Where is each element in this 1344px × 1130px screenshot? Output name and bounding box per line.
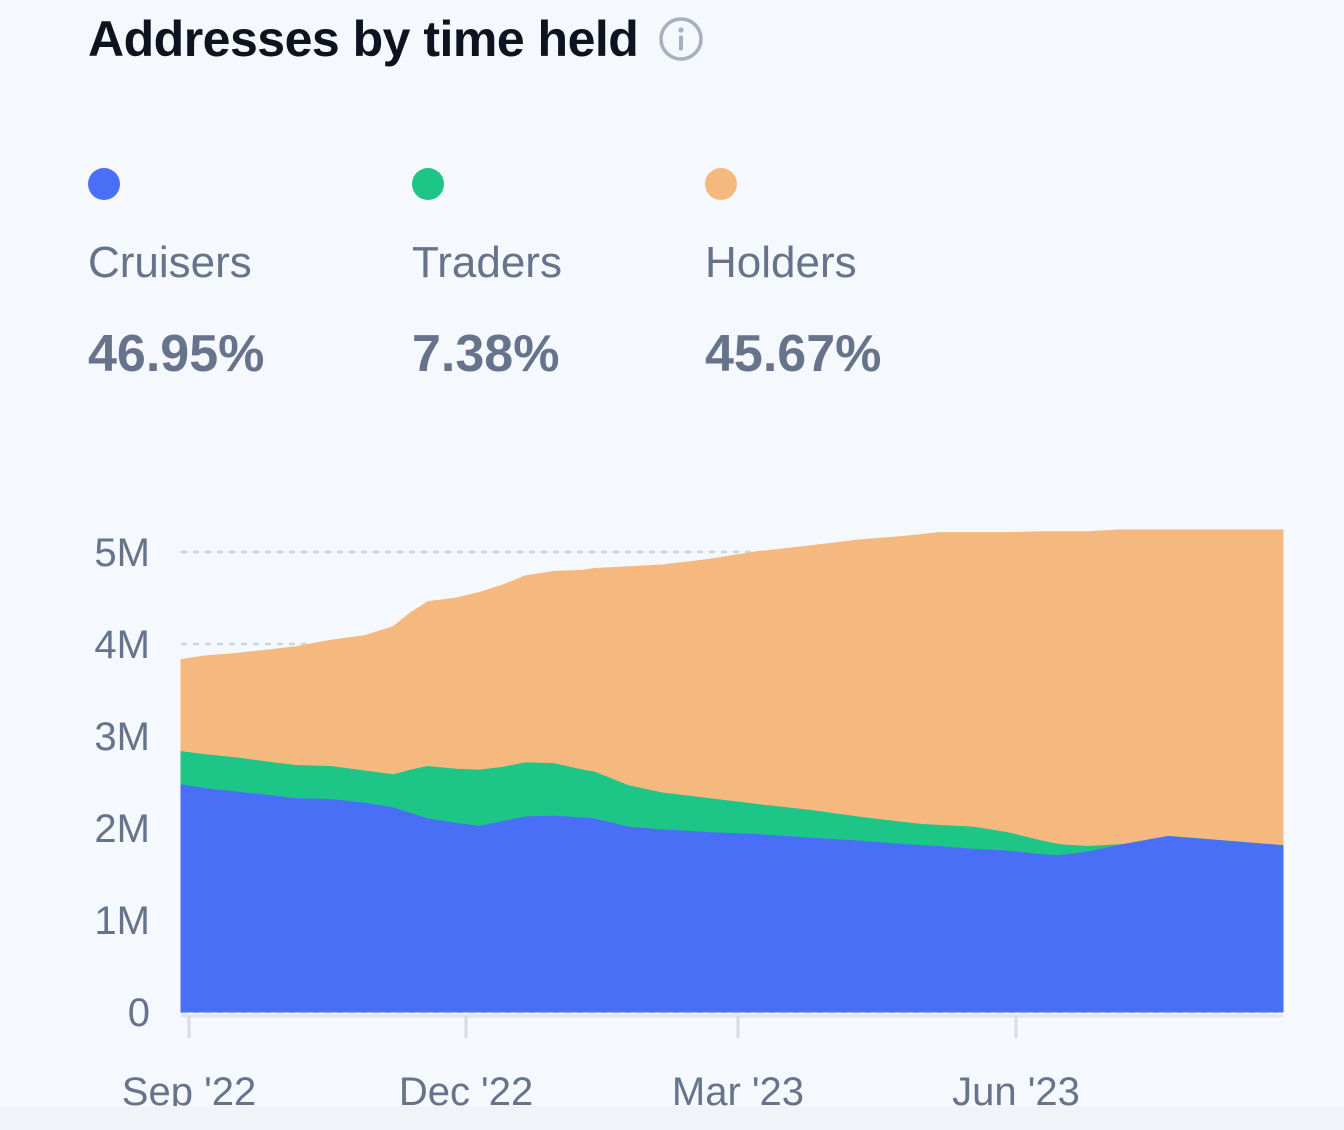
chart-title: Addresses by time held xyxy=(88,11,639,67)
x-tick-label: Jun '23 xyxy=(952,1070,1080,1106)
bottom-strip xyxy=(0,1106,1344,1130)
y-tick-label: 3M xyxy=(94,715,150,759)
legend-dot-cruisers xyxy=(88,168,120,200)
y-tick-label: 2M xyxy=(94,807,150,851)
legend-value-cruisers: 46.95% xyxy=(88,325,265,383)
legend-label-cruisers: Cruisers xyxy=(88,238,252,287)
legend-dot-holders xyxy=(705,168,737,200)
legend-label-traders: Traders xyxy=(412,238,562,287)
legend-dot-traders xyxy=(412,168,444,200)
x-tick-label: Dec '22 xyxy=(399,1070,533,1106)
legend-value-holders: 45.67% xyxy=(705,325,882,383)
y-tick-label: 1M xyxy=(94,899,150,943)
legend-item-traders[interactable]: Traders 7.38% xyxy=(412,168,562,384)
stacked-area-chart: 0 1M 2M 3M 4M 5M Sep '22 Dec '22 Mar '23 Jun '23 xyxy=(94,529,1284,1106)
legend-item-holders[interactable]: Holders 45.67% xyxy=(705,168,881,384)
area-series-holders[interactable] xyxy=(180,529,1284,846)
legend-label-holders: Holders xyxy=(705,238,857,287)
x-tick-label: Sep '22 xyxy=(122,1070,256,1106)
y-tick-label: 5M xyxy=(94,531,150,575)
chart-header: Addresses by time held xyxy=(88,10,704,68)
legend-item-cruisers[interactable]: Cruisers 46.95% xyxy=(88,168,264,384)
x-tick-label: Mar '23 xyxy=(672,1070,804,1106)
legend-value-traders: 7.38% xyxy=(412,325,560,383)
y-tick-label: 0 xyxy=(128,991,150,1035)
legend: Cruisers 46.95% Traders 7.38% Holders 45… xyxy=(0,168,1344,408)
y-tick-label: 4M xyxy=(94,623,150,667)
info-circle-icon[interactable] xyxy=(658,16,704,62)
